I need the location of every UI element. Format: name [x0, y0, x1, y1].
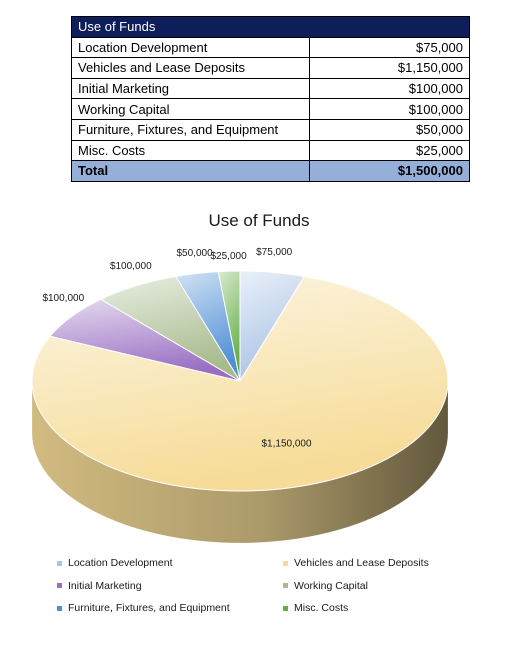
- data-label: $25,000: [210, 251, 247, 262]
- table-header: Use of Funds: [71, 16, 470, 38]
- total-label: Total: [71, 160, 310, 182]
- row-label: Initial Marketing: [71, 77, 310, 100]
- table-total-row: Total $1,500,000: [71, 160, 470, 182]
- table-header-row: Use of Funds: [71, 16, 470, 38]
- table-row: Working Capital $100,000: [71, 98, 470, 120]
- total-amount: $1,500,000: [309, 160, 470, 182]
- pie-slice: [31, 275, 449, 492]
- data-label: $50,000: [177, 248, 214, 259]
- row-amount: $100,000: [309, 98, 470, 120]
- chart-title: Use of Funds: [208, 211, 310, 230]
- row-label: Furniture, Fixtures, and Equipment: [71, 118, 310, 141]
- table-row: Furniture, Fixtures, and Equipment $50,0…: [71, 118, 470, 141]
- row-label: Location Development: [71, 36, 310, 59]
- table-row: Misc. Costs $25,000: [71, 139, 470, 162]
- data-label: $75,000: [256, 247, 293, 258]
- pie-slice: [217, 270, 241, 382]
- row-label: Working Capital: [71, 98, 310, 120]
- use-of-funds-table: Use of Funds Location Development $75,00…: [71, 16, 470, 182]
- table-row: Location Development $75,000: [71, 36, 470, 59]
- data-label: $100,000: [110, 261, 152, 272]
- data-label: $1,150,000: [261, 438, 311, 449]
- data-label: $100,000: [42, 293, 84, 304]
